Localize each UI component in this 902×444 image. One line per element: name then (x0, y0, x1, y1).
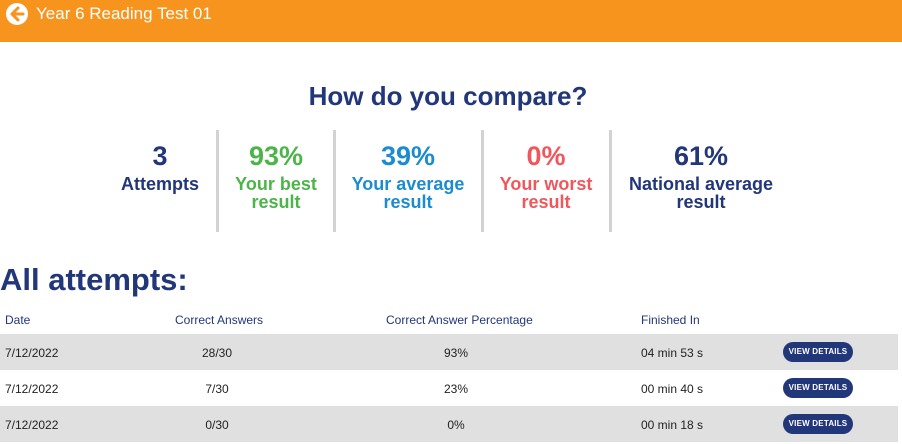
table-row: 7/12/2022 28/30 93% 04 min 53 s VIEW DET… (0, 334, 898, 370)
cell-correct: 28/30 (201, 346, 233, 360)
top-bar: Year 6 Reading Test 01 (0, 0, 902, 42)
view-details-button[interactable]: VIEW DETAILS (783, 342, 853, 362)
table-row: 7/12/2022 0/30 0% 00 min 18 s VIEW DETAI… (0, 406, 898, 442)
stat-value: 61% (673, 141, 729, 171)
attempts-heading: All attempts: (0, 262, 188, 297)
stat-national-average: 61% National average result (616, 140, 786, 211)
stat-label-line2: result (676, 192, 726, 212)
table-row: 7/12/2022 7/30 23% 00 min 40 s VIEW DETA… (0, 370, 898, 406)
cell-percentage: 93% (443, 346, 469, 360)
cell-date: 7/12/2022 (5, 346, 59, 360)
stat-divider (481, 130, 484, 232)
stat-label: Your best (235, 174, 317, 194)
stat-divider (216, 130, 219, 232)
cell-date: 7/12/2022 (5, 382, 59, 396)
stat-label-line2: result (383, 192, 433, 212)
column-header-percentage: Correct Answer Percentage (386, 313, 533, 327)
stat-worst-result: 0% Your worst result (486, 140, 606, 211)
stat-value: 93% (248, 141, 304, 171)
stat-attempts: 3 Attempts (110, 140, 210, 193)
stat-best-result: 93% Your best result (222, 140, 330, 211)
cell-finished: 04 min 53 s (641, 346, 704, 360)
stat-value: 3 (152, 141, 168, 171)
stat-label-line2: result (521, 192, 571, 212)
cell-date: 7/12/2022 (5, 418, 59, 432)
cell-percentage: 23% (443, 382, 469, 396)
view-details-button[interactable]: VIEW DETAILS (783, 414, 853, 434)
stat-label: Your average (351, 174, 465, 194)
back-button[interactable] (6, 3, 28, 25)
column-header-correct-answers: Correct Answers (175, 313, 264, 327)
test-title: Year 6 Reading Test 01 (36, 4, 212, 23)
stat-label: National average (628, 174, 774, 194)
stat-value: 39% (380, 141, 436, 171)
arrow-left-icon (10, 6, 25, 22)
cell-correct: 0/30 (205, 418, 229, 432)
column-header-finished-in: Finished In (641, 313, 700, 327)
cell-finished: 00 min 18 s (641, 418, 704, 432)
column-header-date: Date (5, 313, 31, 327)
cell-correct: 7/30 (205, 382, 229, 396)
stat-value: 0% (526, 141, 566, 171)
stat-divider (333, 130, 336, 232)
view-details-button[interactable]: VIEW DETAILS (783, 378, 853, 398)
stat-divider (609, 130, 612, 232)
stat-average-result: 39% Your average result (338, 140, 478, 211)
stat-label: Your worst (499, 174, 593, 194)
stat-label-line2: result (251, 192, 301, 212)
cell-finished: 00 min 40 s (641, 382, 704, 396)
cell-percentage: 0% (447, 418, 465, 432)
compare-heading: How do you compare? (308, 81, 588, 111)
stat-label: Attempts (120, 174, 199, 194)
